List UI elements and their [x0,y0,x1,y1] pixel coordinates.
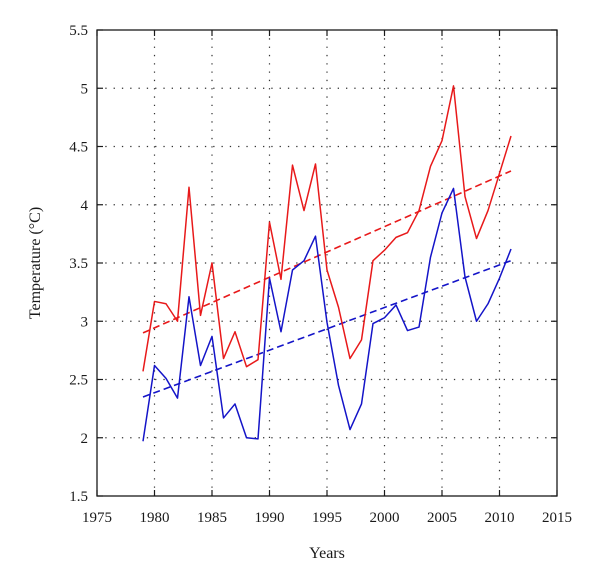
x-tick-label: 2015 [542,510,572,526]
y-tick-label: 3 [81,314,89,330]
y-tick-labels: 1.5 2 2.5 3 3.5 4 4.5 5 5.5 [69,23,88,505]
series-line [142,187,512,442]
grid [97,30,557,496]
x-tick-label: 1980 [140,510,170,526]
trend-line [142,170,512,334]
series-line [142,85,512,372]
x-tick-label: 1995 [312,510,342,526]
x-tick-label: 2005 [427,510,457,526]
y-tick-label: 5 [81,81,89,97]
series-lines [142,85,512,442]
x-tick-label: 1985 [197,510,227,526]
x-tick-label: 2000 [370,510,400,526]
y-tick-label: 2.5 [69,373,88,389]
y-tick-label: 1.5 [69,489,88,505]
x-tick-label: 2010 [485,510,515,526]
x-tick-label: 1975 [82,510,112,526]
ticks [96,29,558,497]
x-tick-labels: 1975 1980 1985 1990 1995 2000 2005 2010 2015 [82,510,572,526]
x-tick-label: 1990 [255,510,285,526]
y-tick-label: 4 [81,198,89,214]
y-tick-label: 5.5 [69,23,88,39]
y-axis-label: Temperature (°C) [27,207,44,319]
y-tick-label: 4.5 [69,140,88,156]
y-tick-label: 2 [81,431,89,447]
y-tick-label: 3.5 [69,256,88,272]
x-axis-label: Years [309,545,345,562]
